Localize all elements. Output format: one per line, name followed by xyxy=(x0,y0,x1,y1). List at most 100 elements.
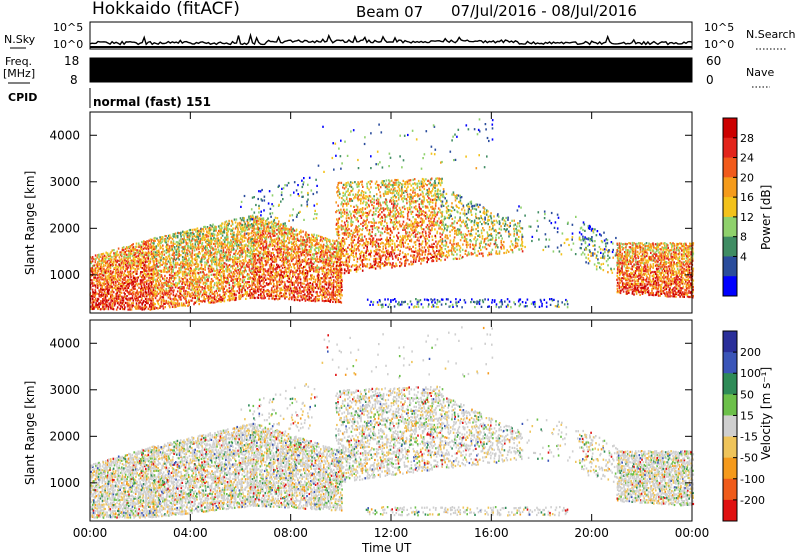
range-gate-cell xyxy=(188,304,190,306)
range-gate-cell xyxy=(331,262,333,264)
range-gate-cell xyxy=(185,305,187,307)
range-gate-cell xyxy=(261,241,263,243)
range-gate-cell xyxy=(321,245,323,247)
range-gate-cell xyxy=(112,300,114,302)
range-gate-cell xyxy=(220,250,222,252)
range-gate-cell xyxy=(380,204,382,206)
range-gate-cell xyxy=(177,300,179,302)
range-gate-cell xyxy=(254,219,256,221)
range-gate-cell xyxy=(230,280,232,282)
range-gate-cell xyxy=(240,283,242,285)
range-gate-cell xyxy=(136,273,138,275)
range-gate-cell xyxy=(111,256,113,258)
range-gate-cell xyxy=(124,285,126,287)
range-gate-cell xyxy=(225,293,227,295)
range-gate-cell xyxy=(168,287,170,289)
range-gate-cell xyxy=(173,289,175,291)
range-gate-cell xyxy=(117,260,119,262)
range-gate-cell xyxy=(211,233,213,235)
range-gate-cell xyxy=(227,281,229,283)
range-gate-cell xyxy=(224,262,226,264)
range-gate-cell xyxy=(340,241,342,243)
range-gate-cell xyxy=(302,247,304,249)
range-gate-cell xyxy=(292,246,294,248)
range-gate-cell xyxy=(370,209,372,211)
range-gate-cell xyxy=(388,245,390,247)
range-gate-cell xyxy=(217,232,219,234)
range-gate-cell xyxy=(335,291,337,293)
range-gate-cell xyxy=(356,183,358,185)
range-gate-cell xyxy=(204,266,206,268)
range-gate-cell xyxy=(180,232,182,234)
range-gate-cell xyxy=(261,288,263,290)
range-gate-cell xyxy=(219,239,221,241)
range-gate-cell xyxy=(108,289,110,291)
range-gate-cell xyxy=(330,271,332,273)
noise-tick-top-right: 10^5 xyxy=(704,21,734,34)
range-gate-cell xyxy=(389,228,391,230)
range-gate-cell xyxy=(96,272,98,274)
range-gate-cell xyxy=(387,250,389,252)
range-gate-cell xyxy=(249,224,251,226)
range-gate-cell xyxy=(303,298,305,300)
range-gate-cell xyxy=(267,230,269,232)
range-gate-cell xyxy=(366,248,368,250)
range-gate-cell xyxy=(281,292,283,294)
range-gate-cell xyxy=(287,257,289,259)
range-gate-cell xyxy=(370,263,372,265)
range-gate-cell xyxy=(345,248,347,250)
range-gate-cell xyxy=(283,251,285,253)
range-gate-cell xyxy=(347,182,349,184)
range-gate-cell xyxy=(354,239,356,241)
range-gate-cell xyxy=(209,250,211,252)
range-gate-cell xyxy=(141,297,143,299)
range-gate-cell xyxy=(339,212,341,214)
range-gate-cell xyxy=(254,255,256,257)
range-gate-cell xyxy=(189,229,191,231)
range-gate-cell xyxy=(309,278,311,280)
range-gate-cell xyxy=(316,260,318,262)
range-gate-cell xyxy=(259,230,261,232)
range-gate-cell xyxy=(305,289,307,291)
range-gate-cell xyxy=(173,240,175,242)
range-gate-cell xyxy=(351,230,353,232)
range-gate-cell xyxy=(203,254,205,256)
range-gate-cell xyxy=(263,217,265,219)
range-gate-cell xyxy=(190,275,192,277)
range-gate-cell xyxy=(203,230,205,232)
range-gate-cell xyxy=(116,279,118,281)
range-gate-cell xyxy=(328,298,330,300)
range-gate-cell xyxy=(110,293,112,295)
range-gate-cell xyxy=(350,215,352,217)
range-gate-cell xyxy=(272,295,274,297)
range-gate-cell xyxy=(228,247,230,249)
range-gate-cell xyxy=(167,251,169,253)
range-gate-cell xyxy=(102,282,104,284)
range-gate-cell xyxy=(372,198,374,200)
range-gate-cell xyxy=(333,274,335,276)
range-gate-cell xyxy=(343,264,345,266)
range-gate-cell xyxy=(98,270,100,272)
range-gate-cell xyxy=(201,245,203,247)
range-gate-cell xyxy=(106,304,108,306)
range-gate-cell xyxy=(120,302,122,304)
range-gate-cell xyxy=(283,227,285,229)
range-gate-cell xyxy=(313,270,315,272)
range-gate-cell xyxy=(233,234,235,236)
range-gate-cell xyxy=(198,292,200,294)
range-gate-cell xyxy=(136,270,138,272)
range-gate-cell xyxy=(108,277,110,279)
range-gate-cell xyxy=(141,259,143,261)
range-gate-cell xyxy=(248,252,250,254)
range-gate-cell xyxy=(358,225,360,227)
range-gate-cell xyxy=(250,276,252,278)
range-gate-cell xyxy=(198,244,200,246)
range-gate-cell xyxy=(129,257,131,259)
range-gate-cell xyxy=(388,228,390,230)
range-gate-cell xyxy=(139,300,141,302)
range-gate-cell xyxy=(282,256,284,258)
range-gate-cell xyxy=(146,276,148,278)
range-gate-cell xyxy=(277,255,279,257)
range-gate-cell xyxy=(133,302,135,304)
range-gate-cell xyxy=(318,252,320,254)
